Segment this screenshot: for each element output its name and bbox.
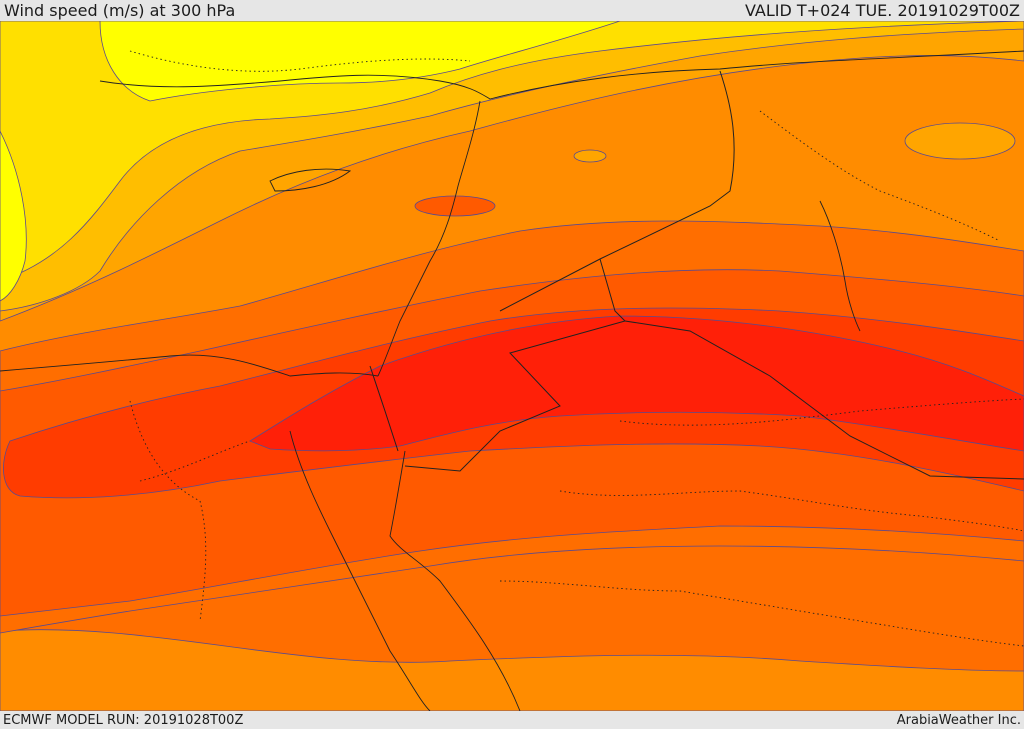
coastline-caspian-gulf	[819, 200, 861, 332]
map-title: Wind speed (m/s) at 300 hPa	[4, 1, 236, 20]
admin-border	[759, 110, 1001, 242]
wind-speed-map	[0, 21, 1024, 711]
footer-bar: ECMWF MODEL RUN: 20191028T00Z ArabiaWeat…	[0, 711, 1024, 729]
coastline-gulf-aqaba	[389, 450, 521, 711]
coastline-turkey	[99, 50, 1024, 100]
border-egypt-israel	[369, 365, 399, 452]
coastline-egypt-north	[0, 354, 379, 377]
admin-border	[619, 398, 1024, 426]
admin-border	[129, 400, 251, 622]
contour-island	[414, 195, 496, 217]
band-low-mid-south	[0, 629, 1024, 711]
band-min-left	[0, 130, 27, 302]
valid-time: VALID T+024 TUE. 20191029T00Z	[744, 1, 1020, 20]
contour-island	[904, 122, 1016, 160]
coastline-levant	[377, 100, 481, 377]
border-saudi-jordan	[404, 258, 626, 472]
coastline-cyprus	[269, 168, 352, 192]
admin-border	[129, 50, 471, 72]
admin-border	[559, 490, 1024, 532]
border-iraq-syria	[499, 70, 735, 312]
coastline-red-sea	[289, 430, 431, 711]
model-run: ECMWF MODEL RUN: 20191028T00Z	[3, 712, 244, 728]
band-core	[249, 315, 1024, 452]
title-bar: Wind speed (m/s) at 300 hPa VALID T+024 …	[0, 0, 1024, 21]
band-min	[99, 21, 621, 102]
credit: ArabiaWeather Inc.	[896, 712, 1021, 728]
border-saudi-iraq	[624, 320, 1024, 480]
contour-island	[573, 149, 607, 163]
